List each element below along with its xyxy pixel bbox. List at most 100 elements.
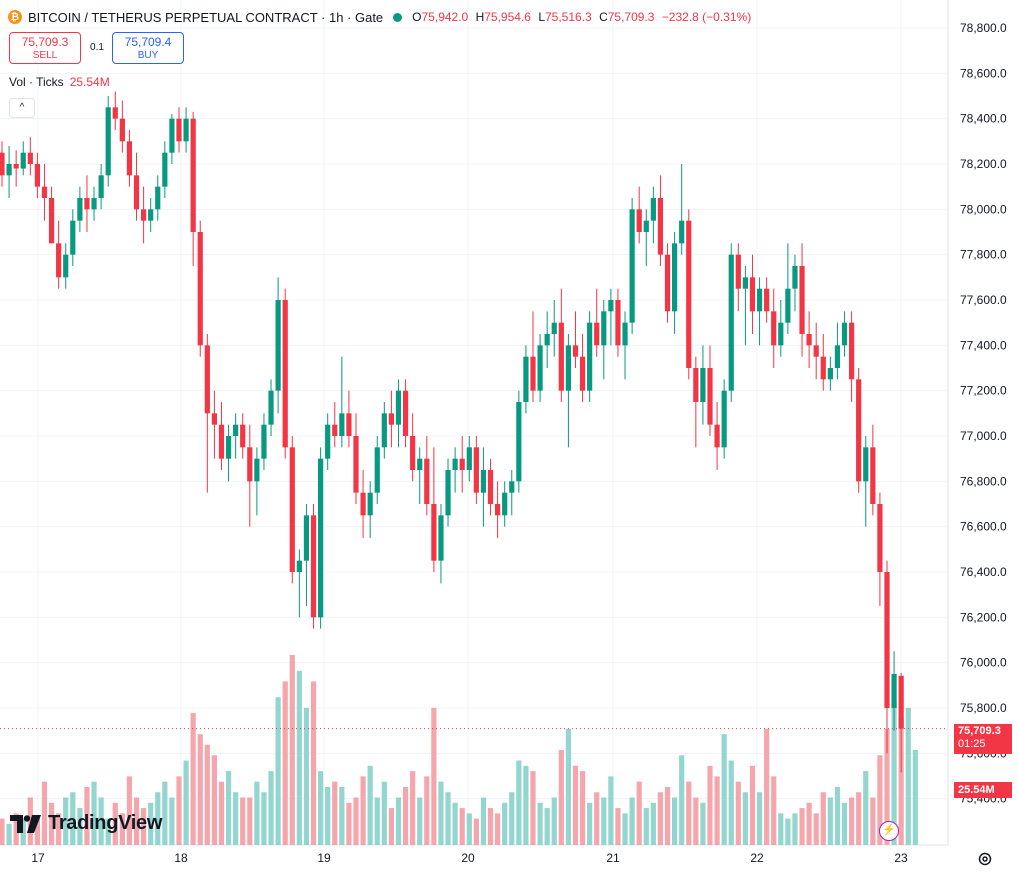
candle-body: [233, 424, 239, 437]
candle-body: [863, 447, 869, 482]
volume-bar: [169, 797, 175, 845]
candle: [84, 175, 90, 233]
candle-body: [410, 436, 416, 471]
candle: [778, 300, 784, 357]
volume-bar: [176, 776, 182, 845]
volume-bar: [0, 818, 5, 845]
volume-bar: [452, 802, 458, 845]
candle-body: [289, 447, 295, 573]
candle-body: [254, 458, 260, 482]
volume-bar: [615, 808, 621, 845]
candle: [148, 198, 154, 233]
candle: [693, 356, 699, 448]
candle-body: [275, 300, 281, 391]
price-tick-label: 78,000.0: [960, 202, 1007, 216]
volume-bar: [700, 802, 706, 845]
buy-price: 75,709.4: [124, 35, 172, 49]
bar-countdown: 01:25: [958, 738, 986, 750]
candle: [133, 152, 140, 221]
candle: [785, 243, 791, 335]
candle-body: [339, 413, 345, 437]
candle: [417, 447, 423, 505]
candle-body: [148, 209, 154, 221]
candle-body: [813, 345, 819, 357]
volume-bar: [785, 818, 791, 845]
candle-body: [480, 470, 487, 493]
time-axis[interactable]: 17 18 19 20 21 22 23: [31, 851, 908, 865]
candle-body: [261, 424, 267, 459]
candle: [6, 145, 12, 199]
price-tick-label: 77,600.0: [960, 293, 1007, 307]
volume-bar: [898, 718, 904, 845]
grid-lines: [0, 0, 948, 845]
volume-bar: [721, 734, 727, 845]
candle: [622, 311, 628, 380]
candle: [211, 390, 217, 459]
price-tick-label: 78,800.0: [960, 21, 1007, 35]
candle-body: [282, 300, 288, 448]
candle: [332, 402, 338, 448]
volume-legend[interactable]: Vol · Ticks 25.54M: [9, 75, 110, 89]
volume-bar: [218, 781, 225, 845]
volume-bar: [495, 813, 501, 845]
candle: [466, 436, 472, 482]
candle: [247, 424, 253, 527]
volume-bar: [657, 792, 664, 845]
candle-body: [360, 492, 366, 516]
candle: [233, 413, 239, 459]
volume-bar: [353, 797, 359, 845]
candle-body: [374, 447, 380, 493]
candle-body: [742, 277, 748, 289]
price-axis[interactable]: 78,800.0 78,600.0 78,400.0 78,200.0 78,000.0…: [960, 21, 1007, 806]
candle-body: [303, 515, 310, 561]
candle: [856, 368, 862, 493]
collapse-chevron-icon[interactable]: ^: [9, 98, 35, 118]
volume-bar: [551, 797, 557, 845]
lightning-icon[interactable]: ⚡: [879, 821, 899, 841]
volume-bar: [374, 797, 380, 845]
volume-bar: [707, 765, 713, 845]
volume-bar: [388, 808, 394, 845]
candle-body: [13, 164, 19, 169]
volume-bar: [20, 818, 26, 845]
volume-bar: [91, 781, 97, 845]
volume-bar: [289, 655, 295, 845]
volume-bar: [282, 681, 288, 845]
gear-icon[interactable]: [976, 850, 994, 868]
candle: [310, 504, 317, 629]
candle: [360, 470, 366, 539]
sell-button[interactable]: 75,709.3 SELL: [9, 32, 81, 64]
candle-body: [417, 458, 423, 471]
candle-body: [650, 198, 656, 221]
volume-bar: [877, 755, 883, 845]
candle-body: [601, 311, 607, 346]
candle-body: [445, 470, 451, 516]
price-tick-label: 78,400.0: [960, 112, 1007, 126]
candle: [884, 560, 890, 754]
candle-body: [381, 413, 387, 448]
candle-body: [112, 107, 118, 119]
candle: [254, 447, 260, 516]
candle-body: [91, 198, 97, 210]
candle: [41, 164, 48, 221]
volume-bar: [650, 802, 656, 845]
volume-bar: [643, 808, 649, 845]
candle: [275, 277, 281, 414]
candle: [282, 288, 288, 459]
candle: [34, 152, 40, 199]
volume-bar: [183, 760, 189, 845]
symbol-title[interactable]: BITCOIN / TETHERUS PERPETUAL CONTRACT · …: [28, 9, 384, 25]
volume-bar: [558, 750, 564, 845]
candle: [77, 186, 83, 233]
chart-header: ₿ BITCOIN / TETHERUS PERPETUAL CONTRACT …: [8, 8, 755, 26]
candle: [431, 447, 437, 573]
volume-bar: [714, 776, 720, 845]
candle: [119, 100, 125, 153]
tradingview-logo[interactable]: TradingView: [10, 812, 162, 835]
volume-bar: [141, 808, 147, 845]
buy-button[interactable]: 75,709.4 BUY: [112, 32, 184, 64]
price-tick-label: 76,600.0: [960, 520, 1007, 534]
volume-bar: [544, 808, 550, 845]
candle-body: [679, 220, 685, 244]
